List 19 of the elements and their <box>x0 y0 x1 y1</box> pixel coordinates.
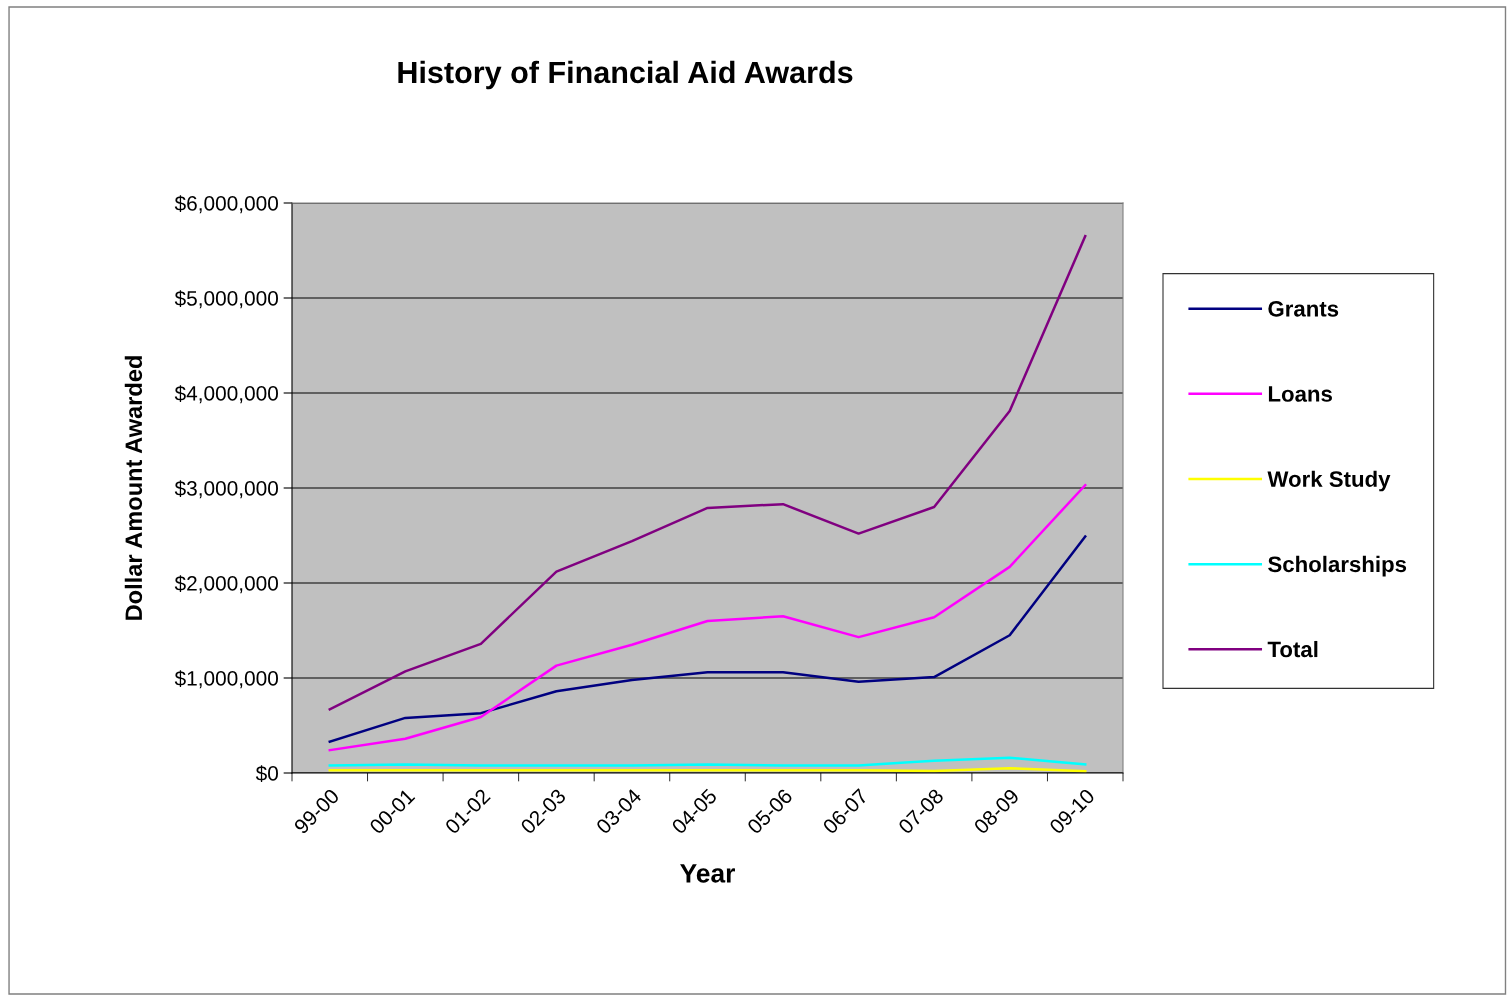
chart-title: History of Financial Aid Awards <box>398 60 853 90</box>
line-series <box>328 235 1087 711</box>
x-axis-title: Year <box>680 864 735 883</box>
legend-label: Total <box>1267 640 1318 658</box>
y-tick-label: $2,000,000 <box>174 575 278 594</box>
y-tick-label: $4,000,000 <box>174 385 278 404</box>
legend-label: Scholarships <box>1268 555 1407 577</box>
y-tick-label: $1,000,000 <box>174 670 278 689</box>
line-series <box>328 756 1087 767</box>
legend-label: Loans <box>1268 386 1332 402</box>
line-series <box>328 483 1087 752</box>
legend-label: Grants <box>1268 300 1339 317</box>
y-axis-title: Dollar Amount Awarded <box>124 356 143 620</box>
line-series <box>328 535 1087 743</box>
y-tick-label: $3,000,000 <box>174 480 278 499</box>
y-tick-label: $6,000,000 <box>174 195 278 214</box>
legend-label: Work Study <box>1267 470 1391 492</box>
y-tick-label: $0 <box>255 765 278 782</box>
y-tick-label: $5,000,000 <box>174 290 278 309</box>
